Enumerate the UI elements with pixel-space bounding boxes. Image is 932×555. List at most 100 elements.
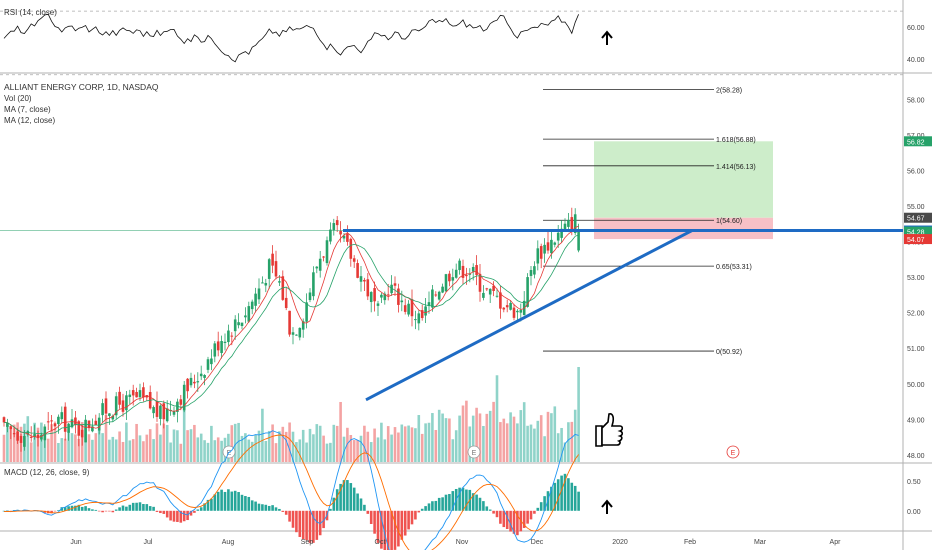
candle-body xyxy=(495,295,499,297)
candle-body xyxy=(193,381,196,384)
candle-body xyxy=(152,407,155,414)
macd-hist-bar xyxy=(560,475,563,511)
price-tick-label: 51.00 xyxy=(907,346,925,353)
macd-hist-bar xyxy=(533,510,536,514)
candle-body xyxy=(36,434,40,439)
macd-hist-bar xyxy=(244,496,247,511)
candle-body xyxy=(220,341,223,354)
candle-body xyxy=(410,299,414,317)
price-tick-label: 56.00 xyxy=(907,168,925,175)
candle-body xyxy=(539,246,543,259)
volume-bar xyxy=(352,440,356,462)
macd-hist-bar xyxy=(155,510,159,512)
macd-hist-bar xyxy=(414,510,417,520)
volume-bar xyxy=(471,415,475,462)
volume-bar xyxy=(267,430,271,462)
macd-hist-bar xyxy=(53,510,57,512)
candle-body xyxy=(118,391,121,405)
candle-body xyxy=(437,291,441,300)
macd-hist-bar xyxy=(261,504,264,511)
macd-hist-bar xyxy=(505,510,509,530)
candle-body xyxy=(342,235,346,239)
volume-bar xyxy=(278,431,281,462)
volume-bar xyxy=(308,428,312,462)
volume-bar xyxy=(240,435,244,462)
macd-hist-bar xyxy=(536,507,540,511)
macd-hist-bar xyxy=(437,497,441,511)
volume-bar xyxy=(431,413,434,462)
candle-body xyxy=(199,373,203,377)
time-tick-label: Aug xyxy=(222,539,235,546)
macd-hist-bar xyxy=(492,510,495,514)
volume-bar xyxy=(271,424,274,462)
volume-bar xyxy=(162,423,166,462)
volume-bar xyxy=(492,401,495,462)
rsi-line xyxy=(3,13,579,63)
macd-hist-bar xyxy=(393,510,397,550)
macd-hist-bar xyxy=(233,490,237,511)
macd-hist-bar xyxy=(220,489,223,511)
macd-hist-bar xyxy=(97,510,101,512)
candle-body xyxy=(125,395,128,411)
candle-body xyxy=(363,279,366,282)
candle-body xyxy=(77,421,81,436)
volume-bar xyxy=(284,431,288,462)
candle-body xyxy=(250,301,254,310)
volume-bar xyxy=(393,427,397,462)
volume-bar xyxy=(417,415,421,462)
candle-body xyxy=(553,242,557,245)
macd-hist-bar xyxy=(471,493,475,511)
volume-bar xyxy=(108,439,111,462)
price-badge xyxy=(904,234,932,245)
volume-bar xyxy=(155,423,159,462)
candle-body xyxy=(383,293,387,301)
volume-bar xyxy=(176,430,179,462)
volume-bar xyxy=(43,434,47,462)
candle-body xyxy=(114,396,118,416)
candle-body xyxy=(295,334,298,336)
macd-hist-bar xyxy=(308,510,312,543)
candle-body xyxy=(550,239,553,254)
price-tick-label: 55.00 xyxy=(907,204,925,211)
ma7-line xyxy=(3,225,579,438)
candle-body xyxy=(424,306,427,316)
volume-bar xyxy=(135,423,138,462)
candle-body xyxy=(216,341,220,351)
volume-bar xyxy=(57,442,60,462)
macd-hist-bar xyxy=(162,510,166,514)
indicator-ma7: MA (7, close) xyxy=(4,105,51,114)
candle-body xyxy=(145,395,149,398)
candle-body xyxy=(444,274,448,292)
fib-label: 0(50.92) xyxy=(716,349,742,356)
candle-body xyxy=(121,400,125,412)
macd-line xyxy=(3,430,579,555)
volume-bar xyxy=(29,442,33,462)
volume-bar xyxy=(77,438,81,462)
earnings-marker xyxy=(726,445,740,459)
macd-hist-bar xyxy=(509,510,512,532)
time-tick-label: Mar xyxy=(754,539,767,546)
candle-body xyxy=(2,417,6,423)
candle-body xyxy=(543,244,546,254)
candle-body xyxy=(352,258,356,262)
macd-hist-bar xyxy=(448,494,451,511)
candle-body xyxy=(131,390,135,396)
volume-bar xyxy=(499,422,502,462)
volume-bar xyxy=(186,430,189,462)
macd-hist-bar xyxy=(230,491,234,511)
time-tick-label: Nov xyxy=(456,539,469,546)
candle-body xyxy=(560,228,563,238)
volume-bar xyxy=(84,428,87,462)
candle-body xyxy=(53,423,57,427)
macd-hist-bar xyxy=(543,496,546,511)
volume-bar xyxy=(468,426,472,462)
candle-body xyxy=(369,292,373,303)
candle-body xyxy=(91,426,94,432)
volume-bar xyxy=(165,424,169,462)
price-badge-label: 54.67 xyxy=(907,216,925,223)
price-badge xyxy=(904,136,932,147)
macd-hist-bar xyxy=(189,510,193,516)
volume-bar xyxy=(325,443,329,462)
macd-hist-bar xyxy=(390,510,393,554)
